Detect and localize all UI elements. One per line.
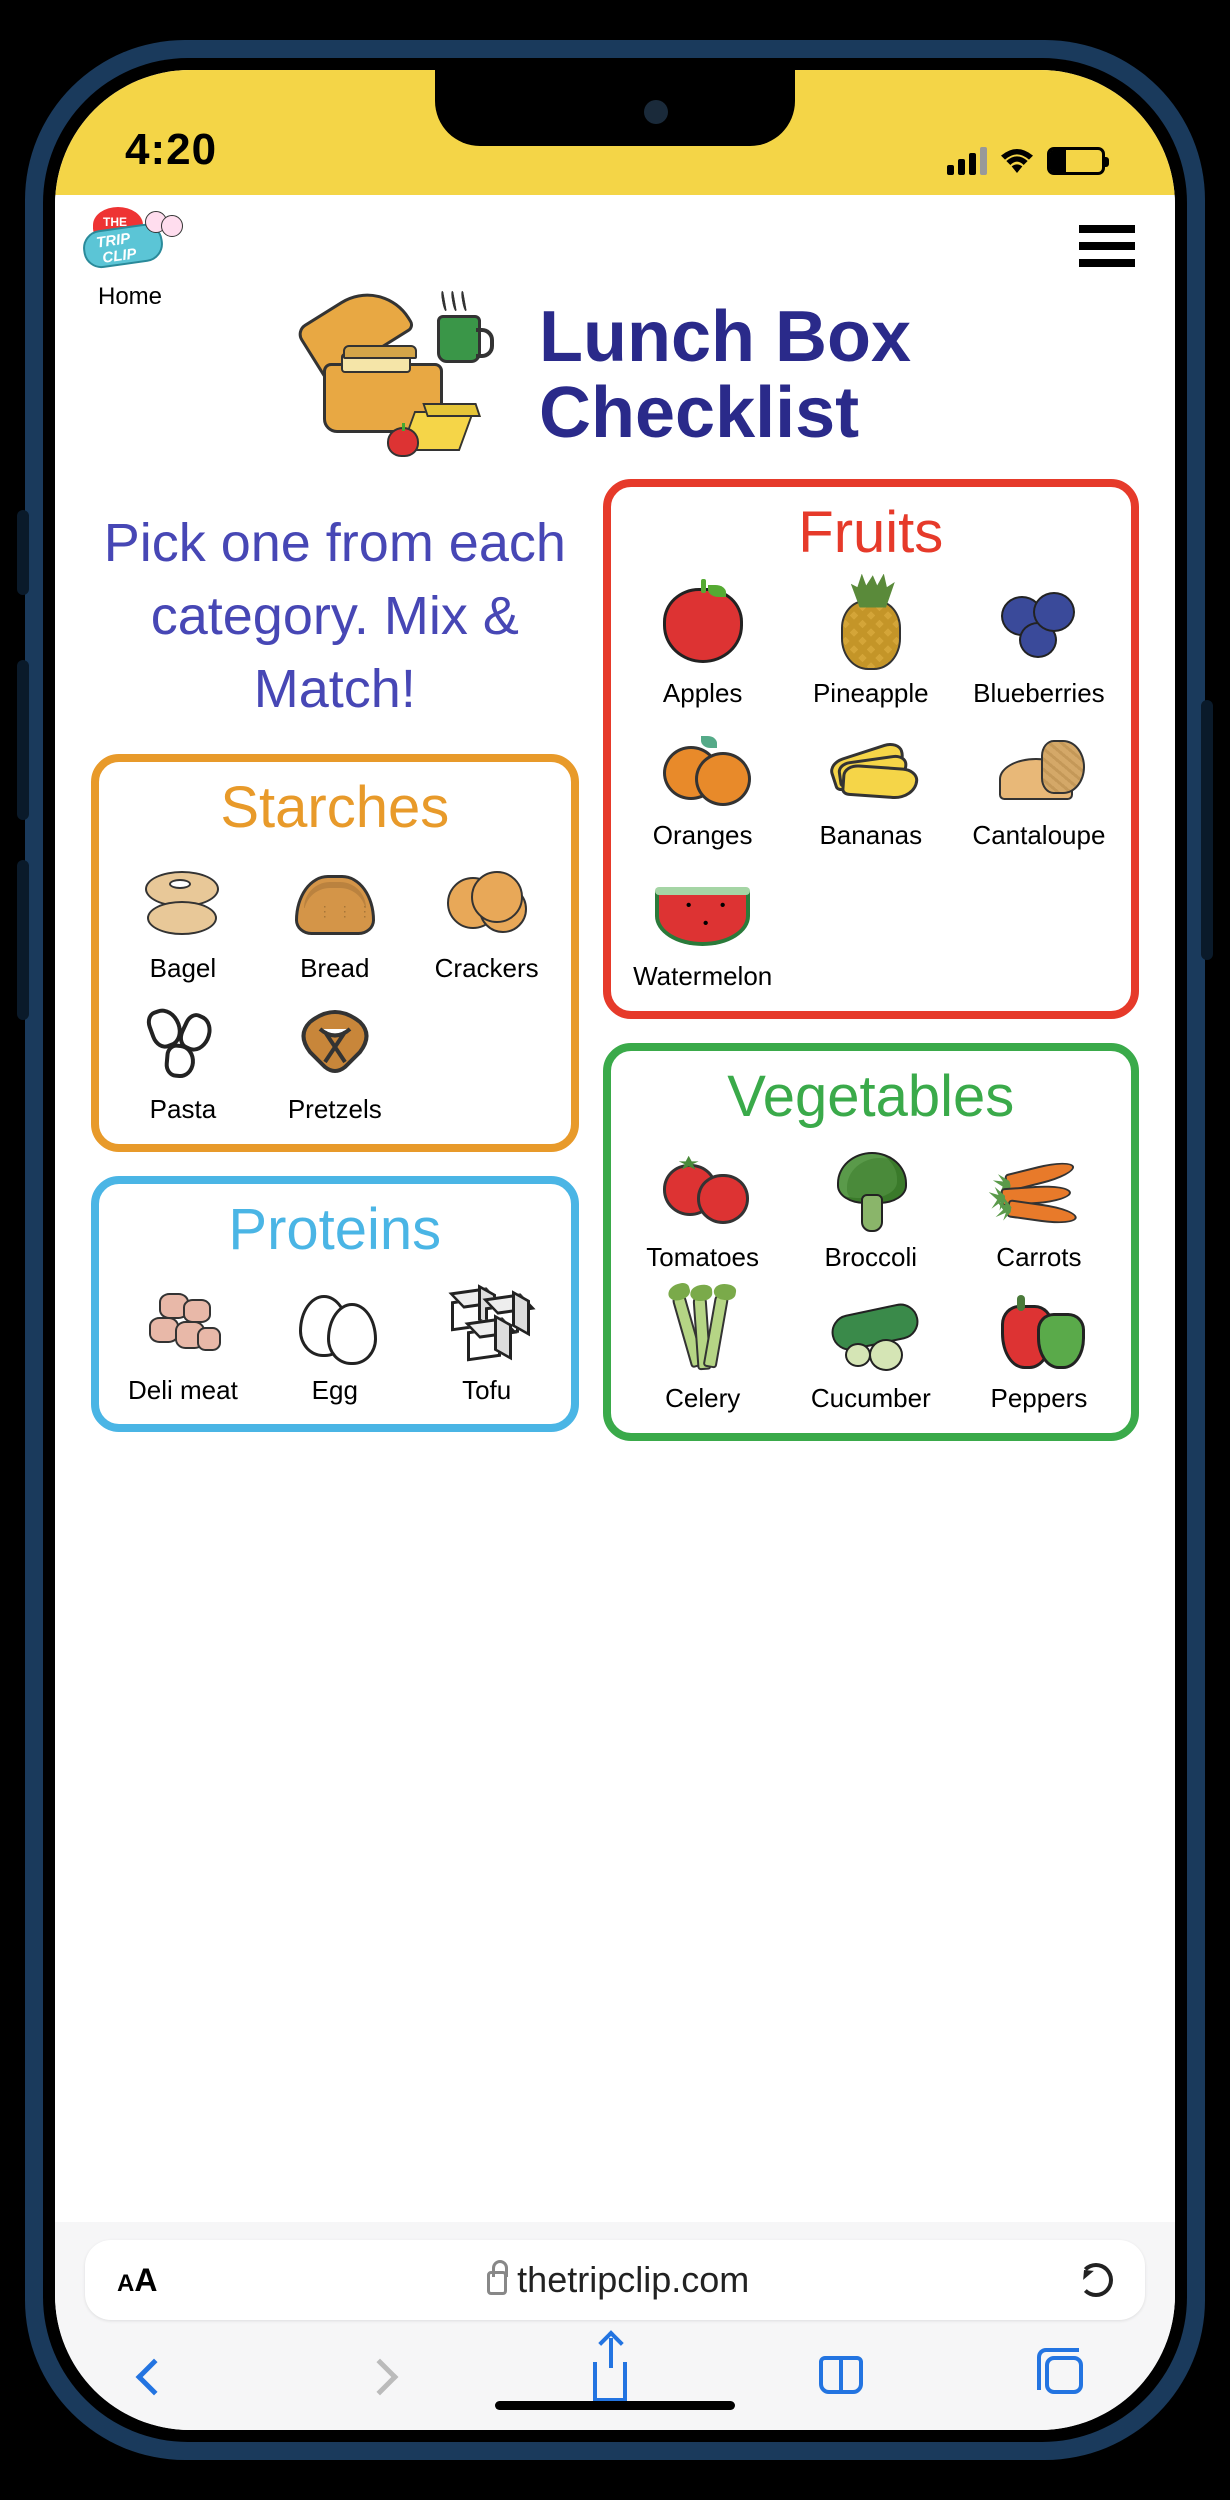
volume-up-button: [17, 660, 29, 820]
item-cantaloupe[interactable]: Cantaloupe: [959, 720, 1119, 850]
page-header: Lunch Box Checklist: [55, 291, 1175, 461]
page-title: Lunch Box Checklist: [539, 300, 911, 451]
item-crackers[interactable]: Crackers: [415, 853, 559, 983]
pineapple-icon: [841, 600, 901, 670]
item-celery[interactable]: Celery: [623, 1283, 783, 1413]
home-link[interactable]: Home: [75, 283, 185, 311]
deli-meat-icon: [145, 1285, 220, 1360]
peppers-icon: [999, 1293, 1079, 1368]
carrots-icon: [999, 1152, 1079, 1227]
crackers-icon: [447, 863, 527, 938]
item-pretzels[interactable]: Pretzels: [263, 994, 407, 1124]
item-bagel[interactable]: Bagel: [111, 853, 255, 983]
cantaloupe-icon: [999, 730, 1079, 805]
home-indicator[interactable]: [495, 2401, 735, 2410]
category-title-starches: Starches: [111, 774, 559, 841]
cucumber-icon: [831, 1293, 911, 1368]
category-starches: Starches Bagel Bread Crackers Pasta Pret…: [91, 754, 579, 1152]
volume-down-button: [17, 860, 29, 1020]
oranges-icon: [663, 730, 743, 805]
egg-icon: [295, 1285, 375, 1360]
pasta-icon: [143, 1004, 223, 1079]
category-title-vegetables: Vegetables: [623, 1063, 1119, 1130]
item-watermelon[interactable]: Watermelon: [623, 861, 783, 991]
item-apples[interactable]: Apples: [623, 578, 783, 708]
page-content: Home Lunch Box: [55, 195, 1175, 2222]
tomatoes-icon: [663, 1152, 743, 1227]
bread-icon: [295, 875, 375, 935]
category-fruits: Fruits Apples Pineapple Blueberries Oran…: [603, 479, 1139, 1019]
share-button[interactable]: [593, 2356, 637, 2400]
item-pineapple[interactable]: Pineapple: [791, 578, 951, 708]
battery-icon: [1047, 147, 1105, 175]
phone-frame: 4:20 Home: [25, 40, 1205, 2460]
category-vegetables: Vegetables Tomatoes Broccoli Carrots Cel…: [603, 1043, 1139, 1441]
watermelon-icon: [655, 891, 750, 946]
item-carrots[interactable]: Carrots: [959, 1142, 1119, 1272]
cellular-signal-icon: [947, 147, 987, 175]
bookmarks-button[interactable]: [819, 2356, 863, 2400]
item-blueberries[interactable]: Blueberries: [959, 578, 1119, 708]
item-bread[interactable]: Bread: [263, 853, 407, 983]
item-bananas[interactable]: Bananas: [791, 720, 951, 850]
category-title-proteins: Proteins: [111, 1196, 559, 1263]
tofu-icon: [447, 1285, 527, 1360]
browser-chrome: AA thetripclip.com: [55, 2222, 1175, 2430]
url-display: thetripclip.com: [487, 2259, 749, 2301]
item-cucumber[interactable]: Cucumber: [791, 1283, 951, 1413]
back-button[interactable]: [141, 2356, 185, 2400]
blueberries-icon: [999, 588, 1079, 663]
bagel-icon: [145, 863, 220, 938]
menu-button[interactable]: [1079, 225, 1135, 276]
item-peppers[interactable]: Peppers: [959, 1283, 1119, 1413]
wifi-icon: [1001, 149, 1033, 173]
address-bar[interactable]: AA thetripclip.com: [85, 2240, 1145, 2320]
lock-icon: [487, 2271, 507, 2295]
item-deli-meat[interactable]: Deli meat: [111, 1275, 255, 1405]
forward-button: [367, 2356, 411, 2400]
power-button: [1201, 700, 1213, 960]
item-tofu[interactable]: Tofu: [415, 1275, 559, 1405]
item-broccoli[interactable]: Broccoli: [791, 1142, 951, 1272]
celery-icon: [663, 1293, 743, 1368]
reload-button[interactable]: [1079, 2263, 1113, 2297]
instructions-text: Pick one from each category. Mix & Match…: [91, 479, 579, 754]
lunchbox-illustration-icon: [319, 291, 519, 461]
status-time: 4:20: [125, 125, 217, 175]
mute-switch: [17, 510, 29, 595]
broccoli-icon: [833, 1152, 908, 1227]
item-tomatoes[interactable]: Tomatoes: [623, 1142, 783, 1272]
category-proteins: Proteins Deli meat Egg Tofu: [91, 1176, 579, 1433]
category-title-fruits: Fruits: [623, 499, 1119, 566]
item-pasta[interactable]: Pasta: [111, 994, 255, 1124]
pretzel-icon: [295, 1007, 375, 1077]
apple-icon: [663, 588, 743, 663]
text-size-button[interactable]: AA: [117, 2262, 157, 2299]
notch: [435, 70, 795, 146]
item-egg[interactable]: Egg: [263, 1275, 407, 1405]
tripclip-logo[interactable]: [75, 207, 185, 277]
tabs-button[interactable]: [1045, 2356, 1089, 2400]
item-oranges[interactable]: Oranges: [623, 720, 783, 850]
bananas-icon: [828, 732, 913, 802]
